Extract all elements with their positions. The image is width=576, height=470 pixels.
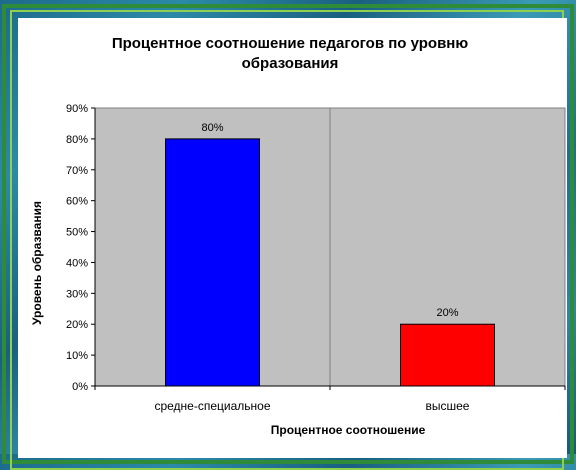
data-label-1: 80% (201, 122, 223, 134)
y-tick-label: 60% (66, 196, 88, 208)
bar-chart: Процентное соотношение педагогов по уров… (30, 35, 566, 437)
y-tick-label: 80% (66, 134, 88, 146)
y-tick-label: 70% (66, 165, 88, 177)
bar-2 (400, 323, 495, 387)
y-axis-title: Уровень образвания (30, 201, 44, 325)
y-tick-label: 30% (66, 288, 88, 300)
y-tick-label: 90% (66, 103, 88, 115)
category-label-1: средне-специальное (154, 399, 270, 413)
chart-title-line1: Процентное соотношение педагогов по уров… (112, 35, 469, 52)
bar-1 (165, 138, 260, 387)
x-axis-title: Процентное соотношение (271, 423, 426, 437)
y-tick-label: 50% (66, 227, 88, 239)
data-label-2: 20% (436, 307, 458, 319)
y-tick-label: 20% (66, 319, 88, 331)
category-label-2: высшее (426, 399, 470, 413)
plot-area: 0% 10% 20% 30% 40% 50% 60% 70% 80% 90% 80% средне-с… (66, 103, 566, 413)
y-tick-label: 40% (66, 257, 88, 269)
y-tick-label: 10% (66, 350, 88, 362)
chart-area: Процентное соотношение педагогов по уров… (18, 18, 567, 458)
chart-title-line2: образования (242, 55, 339, 72)
y-tick-label: 0% (72, 381, 88, 393)
